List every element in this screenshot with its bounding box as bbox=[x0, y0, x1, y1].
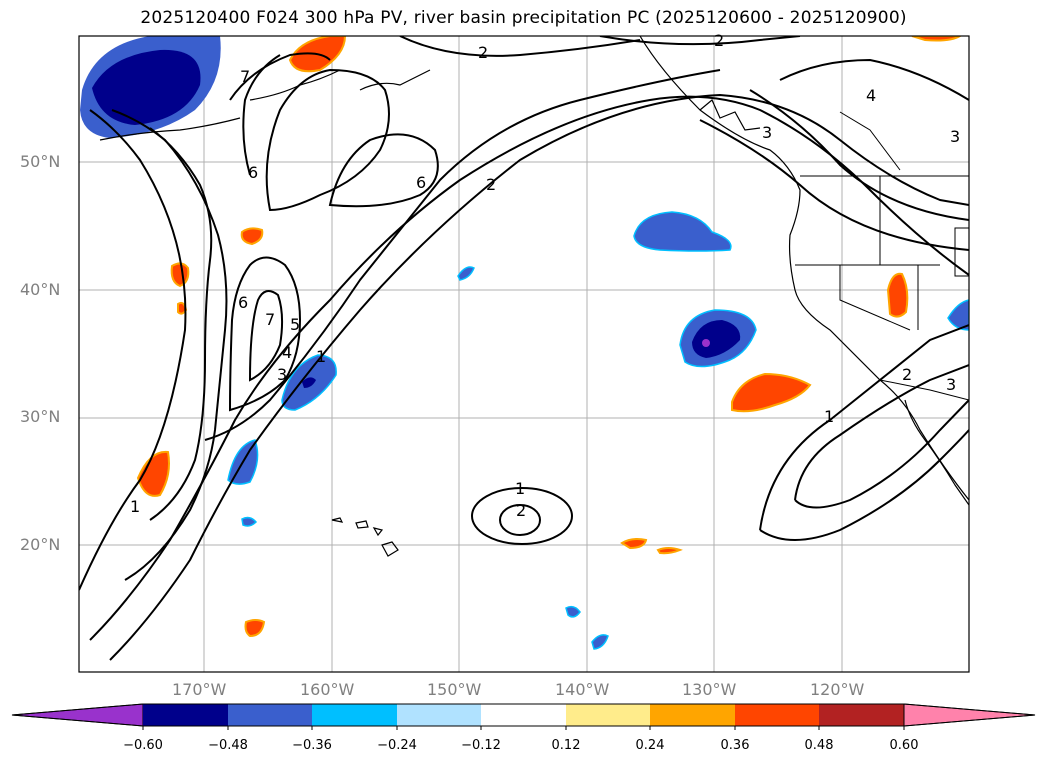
precip-positive-blob bbox=[656, 547, 683, 555]
contour-label: 6 bbox=[416, 173, 426, 192]
precip-positive-blob bbox=[240, 227, 264, 246]
precip-shading bbox=[80, 36, 969, 650]
contour-label: 2 bbox=[516, 501, 526, 520]
contour-label: 4 bbox=[282, 343, 292, 362]
precip-negative-core bbox=[692, 320, 741, 358]
contour-label: 1 bbox=[130, 497, 140, 516]
colorbar-tick-label: 0.48 bbox=[804, 738, 834, 753]
precip-positive-blob bbox=[620, 538, 648, 550]
colorbar-segment bbox=[819, 704, 904, 726]
colorbar bbox=[11, 703, 1036, 730]
contour-label: 2 bbox=[478, 43, 488, 62]
colorbar-segment bbox=[397, 704, 481, 726]
colorbar-tick-label: 0.60 bbox=[889, 738, 919, 753]
contour-label: 6 bbox=[248, 163, 258, 182]
precip-positive-blob bbox=[170, 262, 190, 288]
precip-negative-core bbox=[302, 377, 316, 388]
precip-negative-blob bbox=[633, 211, 732, 252]
contour-label: 2 bbox=[714, 31, 724, 50]
lon-label: 150°W bbox=[427, 680, 482, 699]
precip-negative-peak bbox=[702, 339, 710, 347]
colorbar-segment bbox=[903, 703, 1036, 727]
precip-positive-blob bbox=[731, 372, 812, 413]
contour-label: 7 bbox=[265, 310, 275, 329]
lon-label: 140°W bbox=[555, 680, 610, 699]
precip-positive-blob bbox=[244, 619, 266, 638]
precip-negative-blob bbox=[457, 266, 475, 281]
lat-label: 40°N bbox=[20, 280, 61, 299]
lon-label: 170°W bbox=[172, 680, 227, 699]
colorbar-segment bbox=[312, 704, 397, 726]
colorbar-tick-label: −0.36 bbox=[292, 738, 332, 753]
colorbar-segment bbox=[481, 704, 566, 726]
contour-labels: 2 2 4 3 3 7 6 6 2 6 7 5 4 3 1 1 2 3 1 1 … bbox=[130, 31, 960, 520]
contour-label: 3 bbox=[950, 127, 960, 146]
lon-label: 160°W bbox=[300, 680, 355, 699]
graticule bbox=[79, 36, 969, 672]
colorbar-tick-label: 0.24 bbox=[635, 738, 665, 753]
lon-label: 120°W bbox=[810, 680, 865, 699]
lon-label: 130°W bbox=[682, 680, 737, 699]
precip-positive-blob bbox=[911, 36, 962, 42]
colorbar-tick-label: 0.36 bbox=[720, 738, 750, 753]
map-title: 2025120400 F024 300 hPa PV, river basin … bbox=[140, 8, 907, 28]
contour-label: 1 bbox=[515, 479, 525, 498]
pv-contours bbox=[79, 36, 969, 661]
colorbar-segment bbox=[143, 704, 228, 726]
colorbar-tick-label: −0.24 bbox=[377, 738, 417, 753]
colorbar-segment bbox=[735, 704, 819, 726]
colorbar-tick-label: 0.12 bbox=[551, 738, 581, 753]
lat-label: 20°N bbox=[20, 535, 61, 554]
colorbar-segment bbox=[11, 703, 144, 727]
colorbar-segment bbox=[228, 704, 312, 726]
precip-negative-blob bbox=[241, 516, 258, 527]
precip-positive-blob bbox=[886, 272, 909, 318]
map-frame bbox=[78, 35, 970, 673]
precip-negative-blob bbox=[947, 299, 969, 331]
contour-label: 3 bbox=[946, 375, 956, 394]
contour-label: 4 bbox=[866, 86, 876, 105]
precip-negative-blob bbox=[565, 605, 581, 618]
colorbar-segment bbox=[650, 704, 735, 726]
precip-negative-blob bbox=[591, 634, 609, 650]
contour-label: 7 bbox=[240, 67, 250, 86]
contour-label: 2 bbox=[902, 365, 912, 384]
contour-label: 3 bbox=[277, 365, 287, 384]
colorbar-tick-label: −0.48 bbox=[208, 738, 248, 753]
coastlines bbox=[99, 36, 969, 557]
contour-label: 5 bbox=[290, 315, 300, 334]
contour-label: 2 bbox=[486, 175, 496, 194]
precip-negative-core bbox=[92, 49, 201, 126]
colorbar-segment bbox=[566, 704, 650, 726]
contour-label: 1 bbox=[316, 347, 326, 366]
lat-label: 30°N bbox=[20, 407, 61, 426]
colorbar-tick-label: −0.12 bbox=[461, 738, 501, 753]
contour-label: 3 bbox=[762, 123, 772, 142]
contour-label: 6 bbox=[238, 293, 248, 312]
colorbar-tick-label: −0.60 bbox=[123, 738, 163, 753]
lat-label: 50°N bbox=[20, 152, 61, 171]
contour-label: 1 bbox=[824, 407, 834, 426]
